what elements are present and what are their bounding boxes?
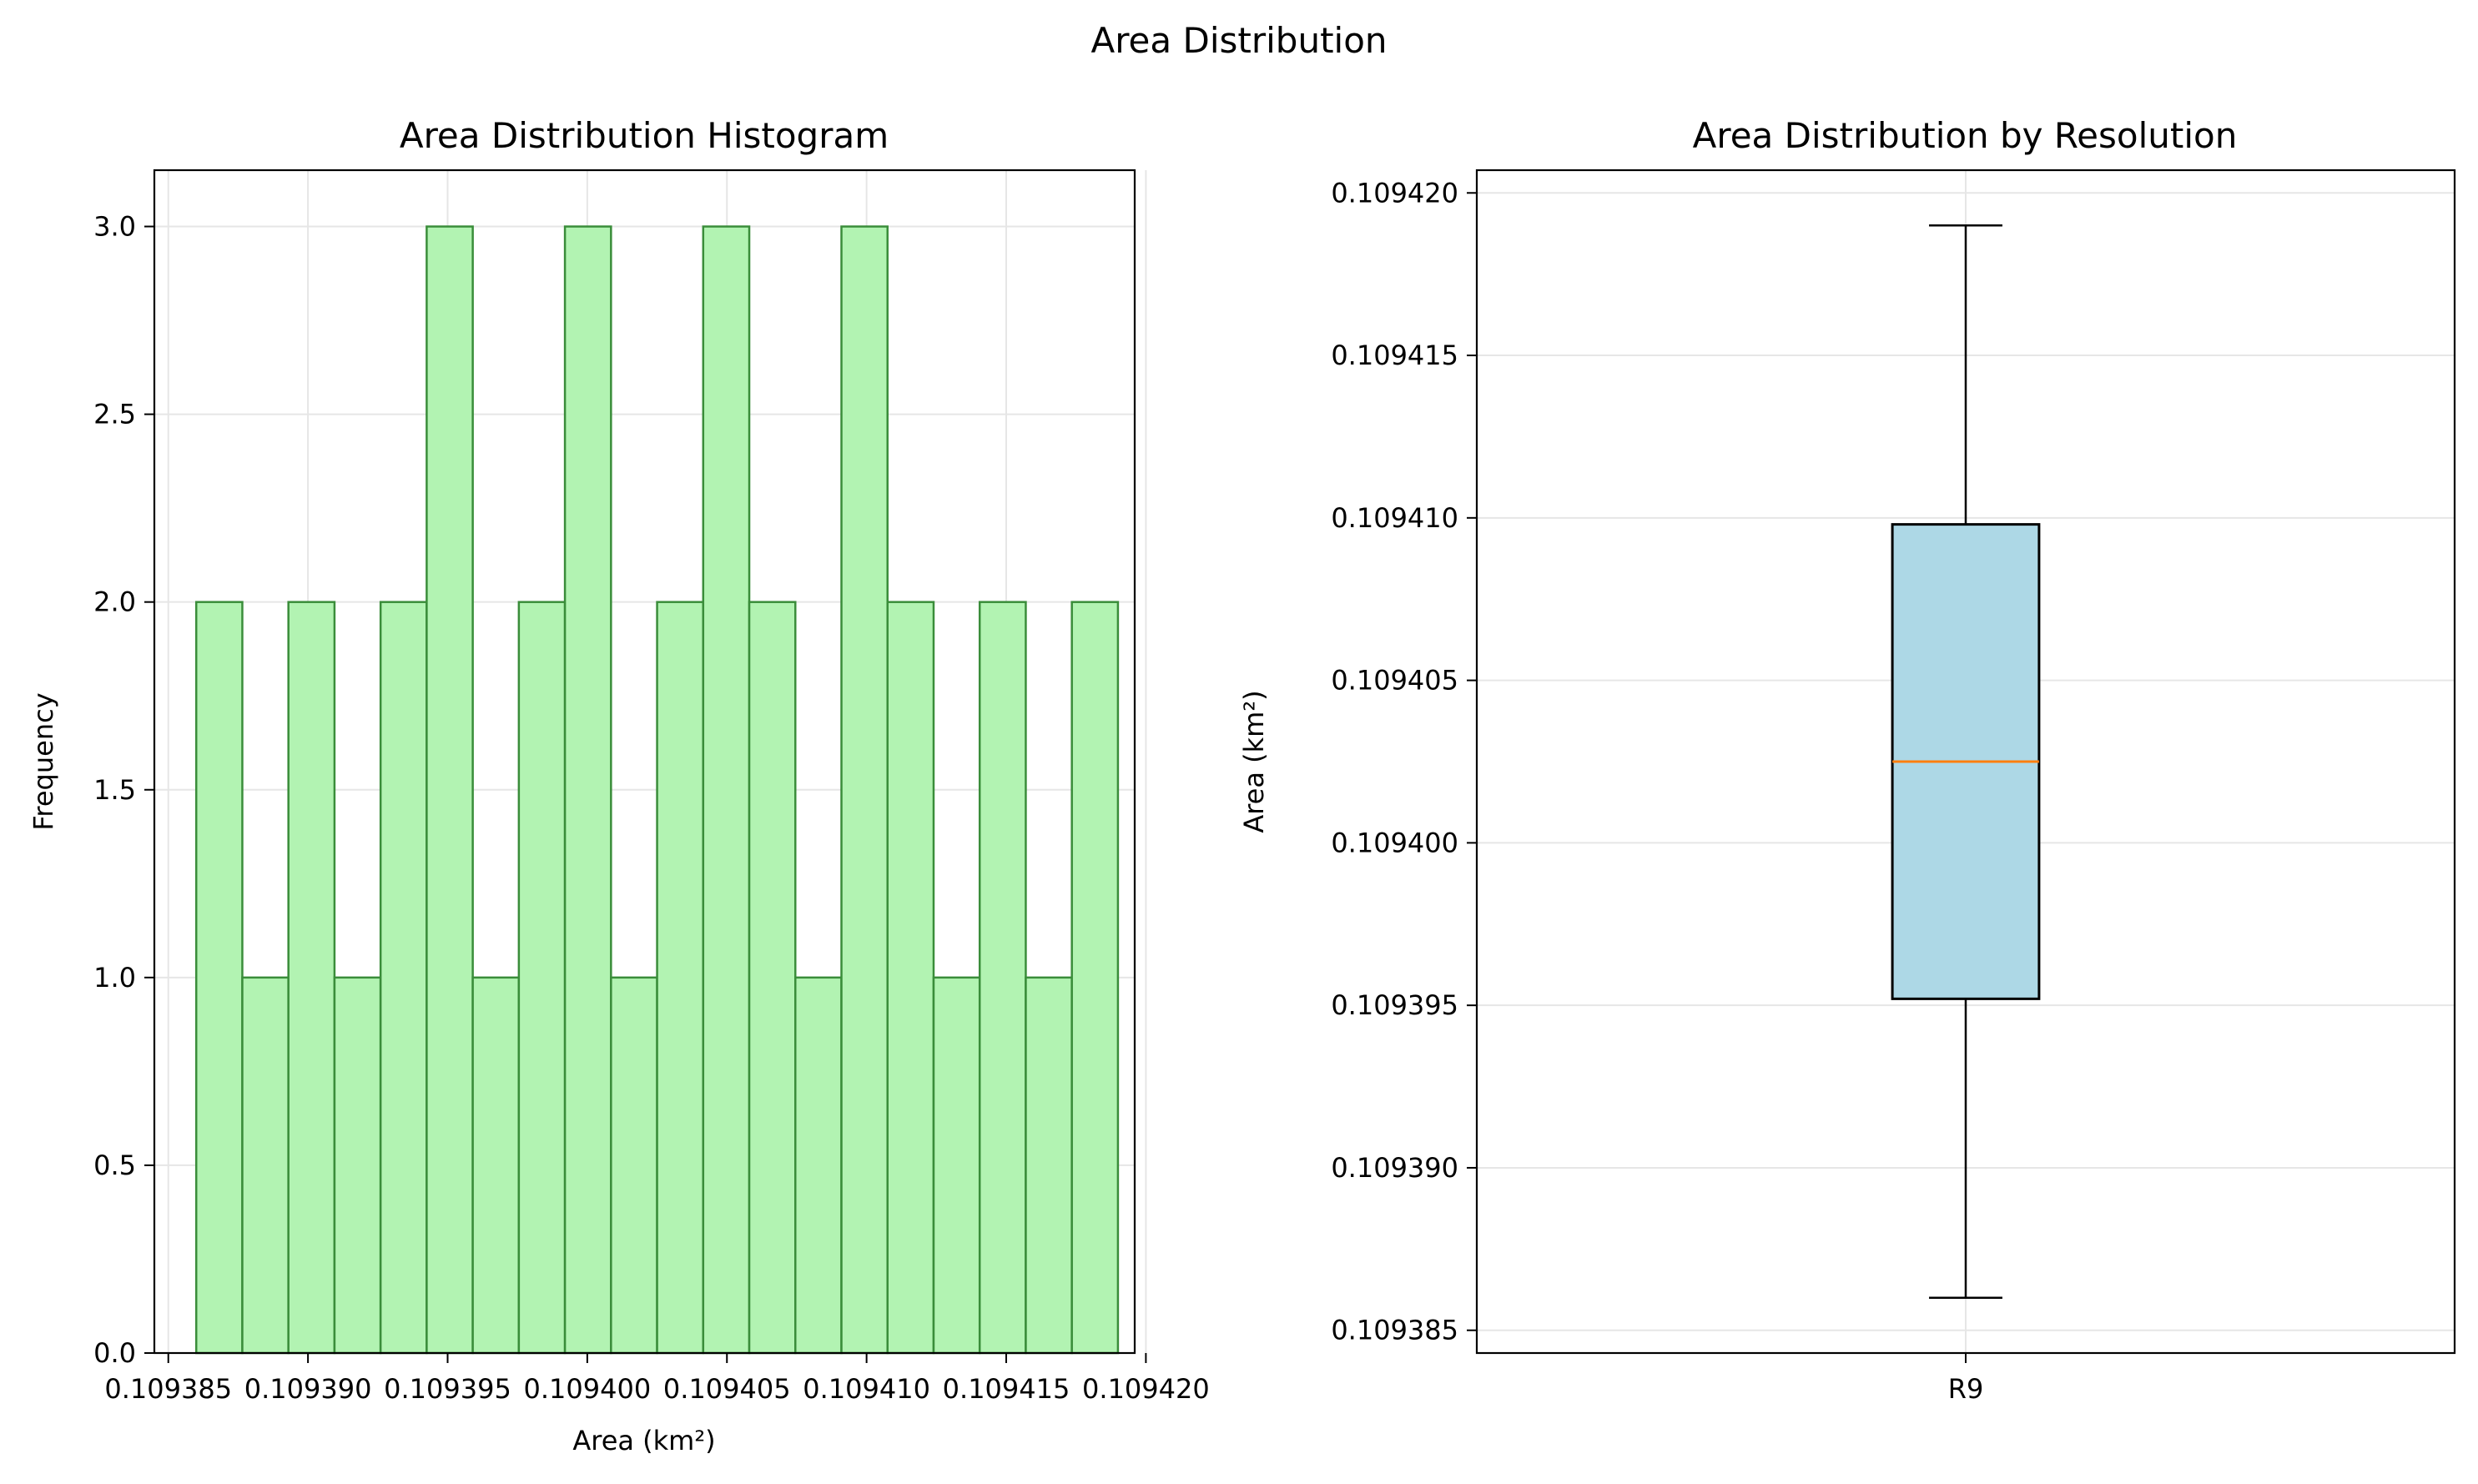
histogram-bar xyxy=(794,976,843,1355)
boxplot-y-tick-label: 0.109410 xyxy=(1331,502,1458,534)
histogram-panel: Area Distribution Histogram 0.109385 0.10… xyxy=(28,115,1210,1456)
histogram-y-tick-label: 0.0 xyxy=(93,1337,136,1369)
boxplot-y-tick-label: 0.109400 xyxy=(1331,827,1458,858)
histogram-bar xyxy=(333,976,382,1355)
histogram-axes-frame xyxy=(153,169,1136,1355)
boxplot-y-ticks: 0.109385 0.109390 0.109395 0.109400 0.109405… xyxy=(1331,177,1477,1346)
histogram-bar xyxy=(241,976,290,1355)
boxplot-y-tick-label: 0.109420 xyxy=(1331,177,1458,209)
histogram-bar xyxy=(656,601,705,1355)
histogram-x-tick-label: 0.109420 xyxy=(1082,1373,1210,1405)
boxplot-y-tick-label: 0.109395 xyxy=(1331,989,1458,1021)
boxplot-x-ticks: R9 xyxy=(1948,1353,1984,1405)
histogram-bar xyxy=(1025,976,1073,1355)
boxplot-y-tick-label: 0.109385 xyxy=(1331,1315,1458,1346)
boxplot-y-axis-label: Area (km²) xyxy=(1238,690,1270,833)
histogram-bar xyxy=(471,976,521,1355)
histogram-bar xyxy=(932,976,981,1355)
histogram-bar xyxy=(886,601,935,1355)
histogram-x-tick-label: 0.109390 xyxy=(244,1373,372,1405)
histogram-bar xyxy=(978,601,1027,1355)
histogram-bar xyxy=(702,225,751,1355)
histogram-y-tick-label: 3.0 xyxy=(93,211,136,243)
histogram-x-tick-label: 0.109395 xyxy=(384,1373,511,1405)
histogram-x-axis-label: Area (km²) xyxy=(572,1425,715,1456)
histogram-bar xyxy=(287,601,336,1355)
histogram-y-tick-label: 1.0 xyxy=(93,962,136,994)
boxplot-y-tick-label: 0.109415 xyxy=(1331,340,1458,371)
histogram-y-axis-label: Frequency xyxy=(28,692,59,830)
boxplot-title: Area Distribution by Resolution xyxy=(1693,115,2238,156)
histogram-y-tick-label: 2.0 xyxy=(93,586,136,618)
histogram-x-tick-label: 0.109405 xyxy=(663,1373,791,1405)
histogram-x-tick-label: 0.109410 xyxy=(803,1373,930,1405)
histogram-bar xyxy=(748,601,797,1355)
boxplot-panel: Area Distribution by Resolution R9 0.109… xyxy=(1238,115,2456,1405)
histogram-x-tick-label: 0.109385 xyxy=(104,1373,232,1405)
histogram-bar xyxy=(194,601,244,1355)
histogram-bar xyxy=(610,976,658,1355)
figure-suptitle: Area Distribution xyxy=(1090,20,1387,61)
histogram-y-tick-label: 0.5 xyxy=(93,1149,136,1181)
histogram-title: Area Distribution Histogram xyxy=(400,115,889,156)
histogram-bar xyxy=(563,225,612,1355)
boxplot-y-tick-label: 0.109390 xyxy=(1331,1152,1458,1184)
histogram-x-tick-label: 0.109415 xyxy=(943,1373,1070,1405)
histogram-x-ticks: 0.109385 0.109390 0.109395 0.109400 0.109405… xyxy=(104,1353,1210,1405)
histogram-y-tick-label: 1.5 xyxy=(93,774,136,806)
histogram-bar xyxy=(517,601,567,1355)
boxplot-marks xyxy=(1891,224,2041,1300)
histogram-y-tick-label: 2.5 xyxy=(93,399,136,430)
histogram-bar xyxy=(426,225,474,1355)
histogram-bar xyxy=(840,225,889,1355)
histogram-bars xyxy=(194,225,1120,1355)
boxplot-y-tick-label: 0.109405 xyxy=(1331,665,1458,697)
histogram-x-tick-label: 0.109400 xyxy=(524,1373,652,1405)
boxplot-x-tick-label: R9 xyxy=(1948,1373,1984,1405)
histogram-y-ticks: 0.0 0.5 1.0 1.5 2.0 2.5 3.0 xyxy=(93,211,154,1369)
histogram-bar xyxy=(1070,601,1120,1355)
histogram-bar xyxy=(379,601,428,1355)
